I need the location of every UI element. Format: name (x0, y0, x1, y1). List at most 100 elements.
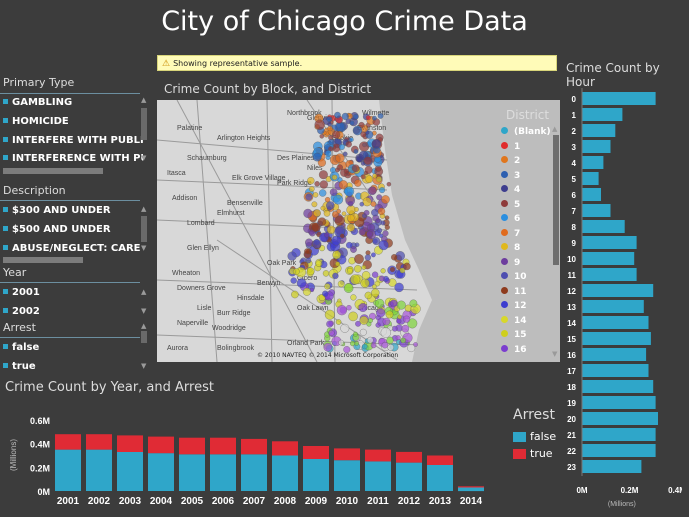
district-legend-item[interactable]: 3 (501, 170, 520, 183)
description-vscrollbar[interactable] (141, 216, 147, 242)
slicer-item-interference[interactable]: INTERFERENCE WITH PUBLI (3, 152, 143, 165)
slicer-item-label: GAMBLING (12, 97, 73, 108)
crime-point (382, 317, 391, 326)
map-credit: © 2010 NAVTEQ © 2014 Microsoft Corporati… (257, 352, 399, 359)
slicer-item-2002[interactable]: 2002 (3, 305, 143, 318)
hour-tick-label: 8 (572, 223, 577, 232)
crime-point (375, 218, 381, 224)
district-dot-icon (501, 257, 508, 265)
slicer-item-label: INTERFERE WITH PUBLIC O (12, 135, 143, 146)
crime-point (371, 271, 379, 278)
slicer-item-label: ABUSE/NEGLECT: CARE FA (12, 243, 143, 254)
crime-point (374, 298, 385, 309)
scroll-up-icon[interactable]: ▲ (141, 96, 147, 104)
district-legend-item[interactable]: 2 (501, 155, 520, 168)
district-legend-item[interactable]: 6 (501, 213, 520, 226)
crime-map[interactable]: Elmhurst Chicago Oak Lawn Naperville Woodrid… (157, 100, 560, 362)
map-place-label: Woodridge (212, 325, 246, 332)
crime-point (324, 309, 335, 320)
scroll-up-icon[interactable]: ▲ (552, 125, 558, 133)
crime-point (399, 267, 406, 274)
scroll-down-icon[interactable]: ▼ (552, 350, 558, 358)
district-legend-item[interactable]: 16 (501, 344, 527, 357)
district-legend-item[interactable]: 7 (501, 228, 520, 241)
district-dot-icon (501, 344, 508, 352)
crime-point (354, 207, 359, 212)
crime-point (311, 222, 321, 232)
slicer-item-homicide[interactable]: HOMICIDE (3, 115, 143, 128)
crime-point (413, 342, 418, 347)
district-dot-icon (501, 199, 508, 207)
district-legend-label: 1 (514, 141, 521, 152)
district-legend-scrollbar[interactable] (553, 135, 559, 265)
scroll-down-icon[interactable]: ▼ (141, 362, 147, 370)
district-legend-item[interactable]: (Blank) (501, 126, 551, 139)
description-hscrollbar[interactable] (3, 257, 83, 263)
representative-sample-notice: ⚠ Showing representative sample. (157, 55, 557, 71)
primary-type-vscrollbar[interactable] (141, 108, 147, 140)
map-place-label: Orland Park (287, 340, 325, 347)
scroll-down-icon[interactable]: ▼ (141, 307, 147, 315)
crime-point (371, 288, 380, 297)
slicer-item-2001[interactable]: 2001 (3, 286, 143, 299)
district-legend-item[interactable]: 14 (501, 315, 527, 328)
crime-point (343, 283, 354, 293)
map-place-label: Glen Ellyn (187, 245, 219, 252)
district-legend-item[interactable]: 4 (501, 184, 520, 197)
crime-point (365, 115, 371, 121)
hour-tick-label: 11 (568, 271, 577, 280)
hour-tick-label: 21 (567, 431, 576, 440)
crime-point (377, 113, 384, 119)
arrest-vscrollbar[interactable] (141, 331, 147, 343)
map-place-label: Des Plaines (277, 155, 315, 162)
slicer-item-gambling[interactable]: GAMBLING (3, 96, 143, 109)
crime-point (327, 125, 333, 132)
district-legend-item[interactable]: 8 (501, 242, 520, 255)
crime-point (372, 284, 377, 289)
scroll-up-icon[interactable]: ▲ (141, 322, 147, 330)
crime-point (368, 318, 373, 323)
district-legend-item[interactable]: 1 (501, 141, 520, 154)
legend-item-false[interactable]: false (513, 430, 556, 443)
crime-point (391, 254, 398, 261)
district-legend-item[interactable]: 15 (501, 329, 527, 342)
crime-point (354, 265, 362, 273)
primary-type-hscrollbar[interactable] (3, 168, 103, 174)
district-legend-item[interactable]: 9 (501, 257, 520, 270)
crime-point (390, 299, 398, 307)
year-bar-true (303, 446, 329, 459)
crime-point (395, 335, 401, 341)
slicer-item-false[interactable]: false (3, 341, 143, 354)
slicer-item-abuse-neglect[interactable]: ABUSE/NEGLECT: CARE FA (3, 242, 143, 255)
slicer-item-500-under[interactable]: $500 AND UNDER (3, 223, 143, 236)
map-place-label: Berwyn (257, 280, 280, 287)
crime-point (338, 180, 348, 190)
scroll-down-icon[interactable]: ▼ (141, 244, 147, 252)
district-legend-item[interactable]: 12 (501, 300, 527, 313)
district-legend-item[interactable]: 5 (501, 199, 520, 212)
warning-icon: ⚠ (162, 59, 171, 69)
district-dot-icon (501, 286, 508, 294)
scroll-down-icon[interactable]: ▼ (141, 154, 147, 162)
legend-item-true[interactable]: true (513, 447, 553, 460)
hour-tick-label: 1 (572, 111, 577, 120)
crime-point (332, 130, 341, 139)
slicer-item-300-under[interactable]: $300 AND UNDER (3, 204, 143, 217)
scroll-up-icon[interactable]: ▲ (141, 205, 147, 213)
crime-point (351, 164, 360, 173)
district-legend-label: (Blank) (514, 127, 551, 137)
primary-type-slicer-header: Primary Type (3, 76, 75, 89)
scroll-up-icon[interactable]: ▲ (141, 288, 147, 296)
hour-bar (582, 92, 656, 105)
district-legend-item[interactable]: 10 (501, 271, 527, 284)
slicer-item-interfere[interactable]: INTERFERE WITH PUBLIC O (3, 134, 143, 147)
crime-point (396, 318, 402, 324)
district-legend-item[interactable]: 11 (501, 286, 527, 299)
slicer-item-true[interactable]: true (3, 360, 143, 370)
map-place-label: Niles (307, 165, 323, 172)
hour-tick-label: 16 (567, 351, 576, 360)
crime-point (354, 254, 364, 264)
crime-point (331, 235, 342, 246)
crime-point (340, 233, 345, 239)
year-x-tick: 2007 (243, 496, 266, 507)
